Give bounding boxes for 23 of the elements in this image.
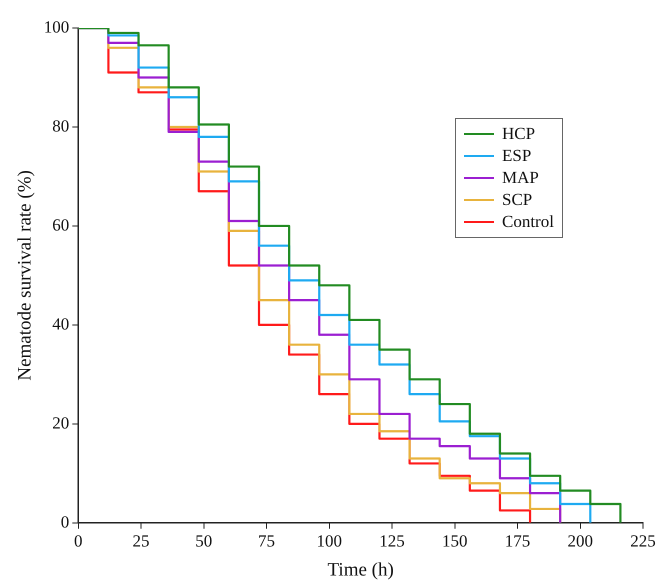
y-tick-label: 20 xyxy=(52,413,70,432)
y-axis-title: Nematode survival rate (%) xyxy=(14,170,36,381)
x-tick-label: 175 xyxy=(504,531,530,550)
x-axis-title: Time (h) xyxy=(327,560,394,581)
legend-label: ESP xyxy=(502,146,532,166)
legend-label: SCP xyxy=(502,190,532,210)
x-tick-label: 100 xyxy=(316,531,342,550)
y-tick-label: 80 xyxy=(52,116,70,136)
x-tick-label: 50 xyxy=(195,531,212,550)
y-tick-label: 100 xyxy=(44,17,70,36)
y-tick-label: 60 xyxy=(52,215,70,234)
x-tick-label: 25 xyxy=(132,531,150,550)
legend-label: HCP xyxy=(502,124,536,144)
x-tick-label: 200 xyxy=(568,531,594,550)
x-tick-label: 0 xyxy=(74,531,83,550)
legend-label: MAP xyxy=(502,168,539,188)
legend-label: Control xyxy=(502,212,554,232)
x-tick-label: 225 xyxy=(630,531,656,550)
y-tick-label: 0 xyxy=(60,512,70,532)
x-tick-label: 150 xyxy=(442,531,468,550)
x-tick-label: 125 xyxy=(379,531,405,550)
x-tick-label: 75 xyxy=(258,531,276,550)
y-tick-label: 40 xyxy=(52,314,70,334)
